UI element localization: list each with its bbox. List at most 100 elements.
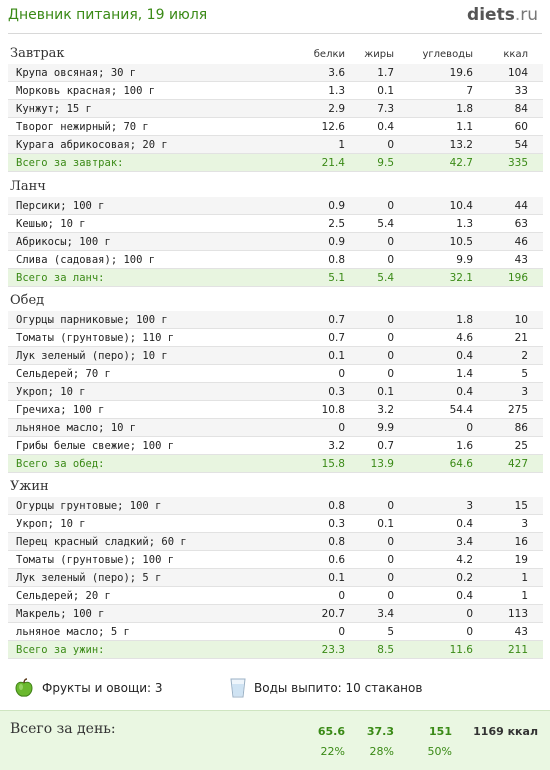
food-fat: 9.9 [377,422,394,434]
food-row[interactable]: Лук зеленый (перо); 10 г 0.1 0 0.4 2 [8,347,543,365]
food-fat: 3.4 [377,608,394,620]
food-protein: 0 [338,626,345,638]
food-name: Укроп; 10 г [16,386,86,398]
food-row[interactable]: Гречиха; 100 г 10.8 3.2 54.4 275 [8,401,543,419]
meal-total-kcal: 196 [507,272,528,284]
food-row[interactable]: Перец красный сладкий; 60 г 0.8 0 3.4 16 [8,533,543,551]
food-carbs: 0.4 [456,590,473,602]
food-row[interactable]: Огурцы грунтовые; 100 г 0.8 0 3 15 [8,497,543,515]
food-name: льняное масло; 5 г [16,626,130,638]
food-carbs: 4.6 [456,332,473,344]
food-fat: 0.1 [377,386,394,398]
food-carbs: 10.5 [449,236,473,248]
food-row[interactable]: Слива (садовая); 100 г 0.8 0 9.9 43 [8,251,543,269]
apple-icon [15,678,33,697]
food-row[interactable]: Кешью; 10 г 2.5 5.4 1.3 63 [8,215,543,233]
food-name: Грибы белые свежие; 100 г [16,440,175,452]
food-fat: 0.7 [377,440,394,452]
column-header-kcal: ккал [503,49,528,60]
food-name: Морковь красная; 100 г [16,85,156,97]
food-row[interactable]: Томаты (грунтовые); 100 г 0.6 0 4.2 19 [8,551,543,569]
meal-total-kcal: 427 [507,458,528,470]
food-carbs: 3 [466,500,473,512]
food-row[interactable]: Сельдерей; 70 г 0 0 1.4 5 [8,365,543,383]
food-fat: 0.1 [377,518,394,530]
meal-total-carbs: 64.6 [449,458,473,470]
meal-total-protein: 15.8 [321,458,345,470]
food-carbs: 1.8 [456,103,473,115]
food-fat: 0 [387,314,394,326]
food-row[interactable]: льняное масло; 5 г 0 5 0 43 [8,623,543,641]
food-name: Томаты (грунтовые); 100 г [16,554,175,566]
food-row[interactable]: Абрикосы; 100 г 0.9 0 10.5 46 [8,233,543,251]
food-row[interactable]: Грибы белые свежие; 100 г 3.2 0.7 1.6 25 [8,437,543,455]
food-name: льняное масло; 10 г [16,422,137,434]
food-carbs: 0.4 [456,518,473,530]
column-header-protein: белки [313,49,345,60]
food-protein: 0.7 [328,314,345,326]
food-row[interactable]: Кунжут; 15 г 2.9 7.3 1.8 84 [8,100,543,118]
food-row[interactable]: Крупа овсяная; 30 г 3.6 1.7 19.6 104 [8,64,543,82]
food-kcal: 113 [507,608,528,620]
food-name: Лук зеленый (перо); 5 г [16,572,162,584]
food-name: Кешью; 10 г [16,218,86,230]
header: Дневник питания, 19 июля diets.ru [0,0,550,36]
food-kcal: 2 [521,350,528,362]
food-fat: 0 [387,368,394,380]
food-row[interactable]: Курага абрикосовая; 20 г 1 0 13.2 54 [8,136,543,154]
meal-section: Обед Огурцы парниковые; 100 г 0.7 0 1.8 10 Том… [8,291,543,473]
food-kcal: 19 [514,554,528,566]
meal-total-protein: 5.1 [328,272,345,284]
food-name: Абрикосы; 100 г [16,236,111,248]
food-row[interactable]: Лук зеленый (перо); 5 г 0.1 0 0.2 1 [8,569,543,587]
food-kcal: 33 [514,85,528,97]
food-protein: 0.3 [328,518,345,530]
food-name: Слива (садовая); 100 г [16,254,156,266]
meal-title: Ланч [10,179,46,194]
food-fat: 0 [387,350,394,362]
food-kcal: 15 [514,500,528,512]
meal-rows: Огурцы парниковые; 100 г 0.7 0 1.8 10 Томаты … [8,311,543,473]
food-row[interactable]: Укроп; 10 г 0.3 0.1 0.4 3 [8,383,543,401]
meal-total-row: Всего за завтрак: 21.4 9.5 42.7 335 [8,154,543,172]
food-row[interactable]: Сельдерей; 20 г 0 0 0.4 1 [8,587,543,605]
food-name: Сельдерей; 70 г [16,368,111,380]
food-row[interactable]: Укроп; 10 г 0.3 0.1 0.4 3 [8,515,543,533]
day-total-carbs: 151 [429,725,452,738]
food-name: Гречиха; 100 г [16,404,105,416]
meal-total-row: Всего за обед: 15.8 13.9 64.6 427 [8,455,543,473]
food-protein: 2.9 [328,103,345,115]
food-name: Крупа овсяная; 30 г [16,67,137,79]
food-name: Творог нежирный; 70 г [16,121,149,133]
meal-rows: Огурцы грунтовые; 100 г 0.8 0 3 15 Укроп; 10 … [8,497,543,659]
food-carbs: 1.4 [456,368,473,380]
food-fat: 5.4 [377,218,394,230]
food-row[interactable]: Макрель; 100 г 20.7 3.4 0 113 [8,605,543,623]
food-row[interactable]: льняное масло; 10 г 0 9.9 0 86 [8,419,543,437]
food-kcal: 54 [514,139,528,151]
site-logo[interactable]: diets.ru [467,5,538,25]
food-row[interactable]: Персики; 100 г 0.9 0 10.4 44 [8,197,543,215]
food-name: Перец красный сладкий; 60 г [16,536,187,548]
food-row[interactable]: Морковь красная; 100 г 1.3 0.1 7 33 [8,82,543,100]
food-protein: 2.5 [328,218,345,230]
food-protein: 0.1 [328,350,345,362]
food-row[interactable]: Томаты (грунтовые); 110 г 0.7 0 4.6 21 [8,329,543,347]
food-carbs: 0.2 [456,572,473,584]
food-fat: 3.2 [377,404,394,416]
food-protein: 0.9 [328,236,345,248]
food-row[interactable]: Огурцы парниковые; 100 г 0.7 0 1.8 10 [8,311,543,329]
food-kcal: 5 [521,368,528,380]
food-row[interactable]: Творог нежирный; 70 г 12.6 0.4 1.1 60 [8,118,543,136]
food-kcal: 43 [514,254,528,266]
food-name: Огурцы парниковые; 100 г [16,314,168,326]
day-total-kcal: 1169 ккал [473,725,538,738]
food-kcal: 3 [521,518,528,530]
meal-header: Завтрак белки жиры углеводы ккал [8,44,543,64]
food-protein: 0.9 [328,200,345,212]
food-carbs: 13.2 [449,139,473,151]
day-total-label: Всего за день: [10,721,116,737]
extras-bar: Фрукты и овощи: 3 Воды выпито: 10 стакан… [8,676,543,700]
food-carbs: 3.4 [456,536,473,548]
food-fat: 0.4 [377,121,394,133]
